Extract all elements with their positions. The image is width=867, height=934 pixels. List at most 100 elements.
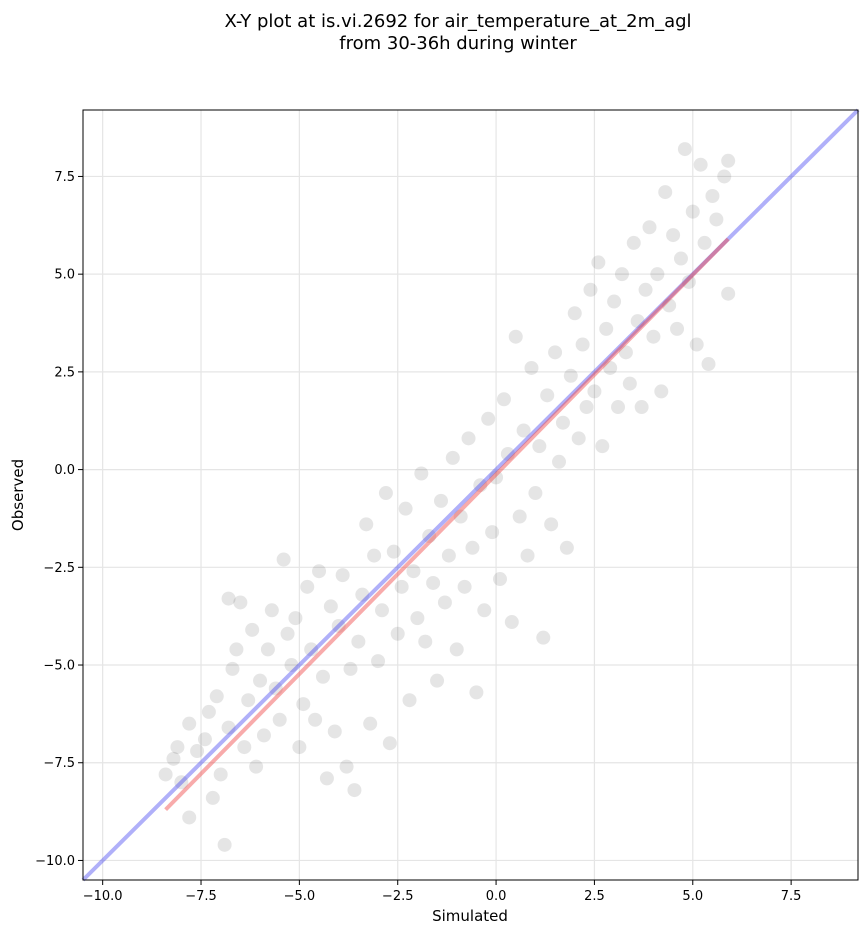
data-point	[296, 697, 311, 712]
data-point	[233, 595, 248, 610]
reference-lines	[81, 108, 860, 882]
data-point	[689, 337, 704, 352]
data-point	[544, 517, 559, 532]
data-point	[449, 642, 464, 657]
data-point	[697, 235, 712, 250]
data-point	[575, 337, 590, 352]
data-point	[528, 486, 543, 501]
data-point	[386, 544, 401, 559]
data-point	[292, 740, 307, 755]
data-point	[571, 431, 586, 446]
data-point	[677, 142, 692, 157]
data-point	[567, 306, 582, 321]
data-point	[555, 415, 570, 430]
data-point	[237, 740, 252, 755]
data-point	[166, 751, 181, 766]
data-point	[650, 267, 665, 282]
data-point	[626, 235, 641, 250]
plot-area-frame	[82, 109, 859, 881]
data-point	[378, 486, 393, 501]
data-point	[245, 622, 260, 637]
data-point	[205, 790, 220, 805]
data-point	[402, 693, 417, 708]
grid	[83, 110, 858, 880]
data-point	[516, 423, 531, 438]
data-point	[445, 450, 460, 465]
data-point	[213, 767, 228, 782]
chart-subtitle: from 30-36h during winter	[339, 33, 577, 54]
data-point	[335, 568, 350, 583]
data-point	[229, 642, 244, 657]
data-point	[548, 345, 563, 360]
data-point	[693, 157, 708, 172]
data-point	[717, 169, 732, 184]
data-point	[284, 658, 299, 673]
data-point	[607, 294, 622, 309]
data-point	[599, 321, 614, 336]
data-point	[430, 673, 445, 688]
data-point	[673, 251, 688, 266]
data-point	[477, 603, 492, 618]
data-point	[398, 501, 413, 516]
data-point	[190, 744, 205, 759]
y-axis-label: Observed	[9, 459, 27, 531]
data-point	[300, 579, 315, 594]
data-point	[308, 712, 323, 727]
data-point	[685, 204, 700, 219]
data-point	[721, 153, 736, 168]
data-point	[614, 267, 629, 282]
data-point	[489, 470, 504, 485]
x-axis-ticks: −10.0 −7.5 −5.0 −2.5 0.0 2.5 5.0 7.5	[83, 880, 802, 904]
y-tick-label: −10.0	[35, 854, 75, 869]
data-point	[670, 321, 685, 336]
data-point	[587, 384, 602, 399]
data-point	[681, 274, 696, 289]
data-point	[158, 767, 173, 782]
x-axis-label: Simulated	[432, 907, 508, 925]
data-point	[540, 388, 555, 403]
data-point	[209, 689, 224, 704]
data-point	[618, 345, 633, 360]
data-point	[559, 540, 574, 555]
data-point	[485, 525, 500, 540]
data-point	[532, 439, 547, 454]
data-point	[611, 400, 626, 415]
x-tick-label: 7.5	[781, 889, 802, 904]
data-point	[422, 529, 437, 544]
data-point	[496, 392, 511, 407]
data-point	[382, 736, 397, 751]
y-tick-label: 2.5	[54, 365, 75, 380]
data-point	[508, 329, 523, 344]
data-point	[367, 548, 382, 563]
data-point	[315, 669, 330, 684]
data-point	[221, 720, 236, 735]
x-tick-label: −7.5	[185, 889, 217, 904]
data-point	[709, 212, 724, 227]
data-point	[249, 759, 264, 774]
data-point	[634, 400, 649, 415]
fit-line	[164, 237, 730, 812]
data-point	[457, 579, 472, 594]
data-point	[638, 282, 653, 297]
data-point	[406, 564, 421, 579]
identity-line	[81, 108, 860, 882]
data-point	[280, 626, 295, 641]
data-point	[504, 615, 519, 630]
data-point	[201, 704, 216, 719]
data-point	[426, 575, 441, 590]
data-point	[658, 185, 673, 200]
data-point	[304, 642, 319, 657]
data-point	[461, 431, 476, 446]
data-point	[481, 411, 496, 426]
data-point	[473, 478, 488, 493]
data-point	[536, 630, 551, 645]
data-point	[260, 642, 275, 657]
data-point	[319, 771, 334, 786]
data-point	[170, 740, 185, 755]
data-point	[253, 673, 268, 688]
x-tick-label: 2.5	[584, 889, 605, 904]
data-point	[654, 384, 669, 399]
data-point	[666, 228, 681, 243]
data-point	[414, 466, 429, 481]
